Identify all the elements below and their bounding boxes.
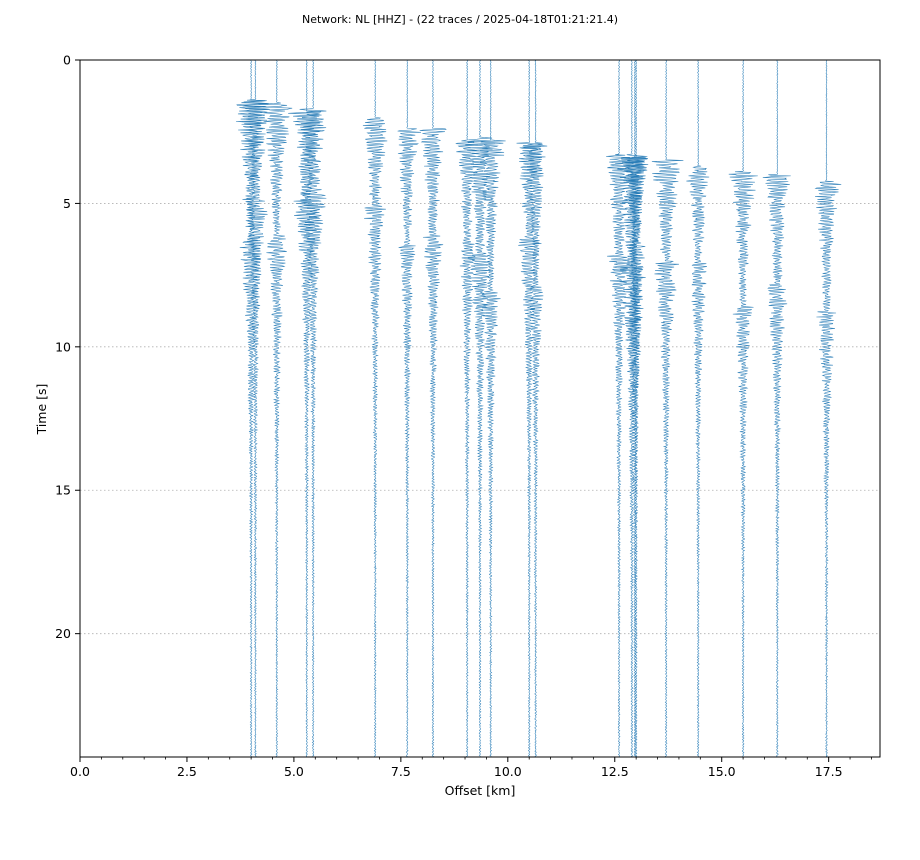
seismic-trace-5 bbox=[362, 59, 388, 758]
seismic-trace-18 bbox=[728, 59, 758, 758]
x-tick-label-6: 15.0 bbox=[708, 764, 736, 779]
y-tick-label-0: 0 bbox=[63, 53, 71, 68]
y-tick-label-1: 5 bbox=[63, 196, 71, 211]
seismic-trace-21 bbox=[625, 59, 649, 758]
chart-title: Network: NL [HHZ] - (22 traces / 2025-04… bbox=[302, 13, 618, 26]
x-tick-label-5: 12.5 bbox=[601, 764, 629, 779]
y-tick-label-2: 10 bbox=[55, 339, 71, 354]
traces bbox=[235, 59, 842, 758]
x-axis: 0.0 2.5 5.0 7.5 10.0 12.5 15.0 17.5 bbox=[70, 757, 872, 779]
seismic-trace-19 bbox=[762, 59, 791, 758]
seismic-trace-16 bbox=[651, 59, 684, 758]
seismic-trace-15 bbox=[621, 59, 647, 758]
y-tick-label-3: 15 bbox=[55, 483, 71, 498]
seismic-trace-0 bbox=[235, 59, 270, 758]
seismic-trace-2 bbox=[258, 59, 293, 758]
seismic-trace-9 bbox=[465, 59, 496, 758]
seismic-trace-17 bbox=[686, 59, 710, 758]
seismic-trace-6 bbox=[397, 59, 421, 758]
seismic-trace-4 bbox=[299, 59, 327, 758]
y-axis: 0 5 10 15 20 bbox=[55, 53, 80, 641]
x-axis-label: Offset [km] bbox=[445, 783, 516, 798]
y-tick-label-4: 20 bbox=[55, 626, 71, 641]
seismic-trace-12 bbox=[522, 59, 548, 758]
seismic-trace-20 bbox=[814, 59, 842, 758]
seismic-trace-10 bbox=[480, 59, 506, 758]
x-tick-label-0: 0.0 bbox=[70, 764, 90, 779]
x-tick-label-3: 7.5 bbox=[391, 764, 411, 779]
x-tick-label-4: 10.0 bbox=[494, 764, 522, 779]
x-tick-label-7: 17.5 bbox=[815, 764, 843, 779]
plot-frame bbox=[79, 59, 881, 758]
y-axis-label: Time [s] bbox=[34, 384, 49, 436]
seismic-trace-11 bbox=[516, 59, 543, 758]
seismic-trace-13 bbox=[606, 59, 631, 758]
x-tick-label-1: 2.5 bbox=[177, 764, 197, 779]
seismic-trace-8 bbox=[455, 59, 479, 758]
seismic-trace-1 bbox=[239, 59, 270, 758]
seismic-trace-7 bbox=[419, 59, 447, 758]
x-tick-label-2: 5.0 bbox=[284, 764, 304, 779]
